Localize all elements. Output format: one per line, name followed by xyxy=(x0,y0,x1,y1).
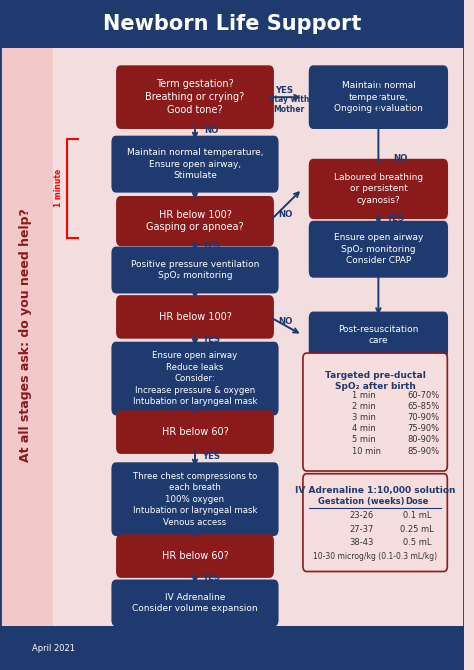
Text: At all stages ask: do you need help?: At all stages ask: do you need help? xyxy=(19,208,32,462)
Text: April 2021: April 2021 xyxy=(33,644,75,653)
FancyBboxPatch shape xyxy=(111,580,279,626)
Text: NO: NO xyxy=(204,126,219,135)
Text: Post-resuscitation
care: Post-resuscitation care xyxy=(338,325,419,345)
Text: 85-90%: 85-90% xyxy=(408,447,440,456)
Text: YES: YES xyxy=(202,573,220,582)
Text: Ensure open airway
SpO₂ monitoring
Consider CPAP: Ensure open airway SpO₂ monitoring Consi… xyxy=(334,233,423,265)
Text: Maintain normal temperature,
Ensure open airway,
Stimulate: Maintain normal temperature, Ensure open… xyxy=(127,148,263,180)
Text: NO: NO xyxy=(393,154,407,163)
Text: Positive pressure ventilation
SpO₂ monitoring: Positive pressure ventilation SpO₂ monit… xyxy=(131,260,259,280)
Text: Targeted pre-ductal
SpO₂ after birth: Targeted pre-ductal SpO₂ after birth xyxy=(325,371,426,391)
FancyBboxPatch shape xyxy=(116,295,274,339)
Text: 0.25 mL: 0.25 mL xyxy=(400,525,434,534)
FancyBboxPatch shape xyxy=(309,312,448,358)
FancyBboxPatch shape xyxy=(309,159,448,219)
Text: Ensure open airway
Reduce leaks
Consider:
Increase pressure & oxygen
Intubation : Ensure open airway Reduce leaks Consider… xyxy=(133,351,257,406)
Text: 10 min: 10 min xyxy=(352,447,381,456)
Text: Newborn Life Support: Newborn Life Support xyxy=(103,14,361,34)
Text: 1 min: 1 min xyxy=(352,391,376,400)
Text: 4 min: 4 min xyxy=(352,424,376,433)
FancyBboxPatch shape xyxy=(0,48,54,626)
FancyBboxPatch shape xyxy=(0,0,464,48)
Text: HR below 100?: HR below 100? xyxy=(159,312,231,322)
Text: 38-43: 38-43 xyxy=(349,538,374,547)
Text: 80-90%: 80-90% xyxy=(408,436,440,444)
FancyBboxPatch shape xyxy=(111,462,279,536)
Text: Dose: Dose xyxy=(405,496,428,506)
Text: 65-85%: 65-85% xyxy=(408,402,440,411)
Text: HR below 60?: HR below 60? xyxy=(162,427,228,437)
Text: Term gestation?
Breathing or crying?
Good tone?: Term gestation? Breathing or crying? Goo… xyxy=(146,79,245,115)
Text: 5 min: 5 min xyxy=(352,436,376,444)
FancyBboxPatch shape xyxy=(303,353,447,471)
FancyBboxPatch shape xyxy=(116,535,274,578)
Text: Gestation (weeks): Gestation (weeks) xyxy=(318,496,404,506)
Text: HR below 100?
Gasping or apnoea?: HR below 100? Gasping or apnoea? xyxy=(146,210,244,232)
FancyBboxPatch shape xyxy=(0,626,464,670)
FancyBboxPatch shape xyxy=(309,221,448,278)
Text: IV Adrenaline 1:10,000 solution: IV Adrenaline 1:10,000 solution xyxy=(295,486,456,494)
Text: 10-30 microg/kg (0.1-0.3 mL/kg): 10-30 microg/kg (0.1-0.3 mL/kg) xyxy=(313,552,437,561)
Text: NO: NO xyxy=(278,317,292,326)
Text: Laboured breathing
or persistent
cyanosis?: Laboured breathing or persistent cyanosi… xyxy=(334,173,423,205)
FancyBboxPatch shape xyxy=(111,342,279,415)
FancyBboxPatch shape xyxy=(309,66,448,129)
Text: HR below 60?: HR below 60? xyxy=(162,551,228,561)
Text: Three chest compressions to
each breath
100% oxygen
Intubation or laryngeal mask: Three chest compressions to each breath … xyxy=(133,472,257,527)
Text: 27-37: 27-37 xyxy=(349,525,374,534)
Text: IV Adrenaline
Consider volume expansion: IV Adrenaline Consider volume expansion xyxy=(132,593,258,613)
Text: 3 min: 3 min xyxy=(352,413,376,422)
Text: 1 minute: 1 minute xyxy=(55,169,64,208)
Text: 0.5 mL: 0.5 mL xyxy=(403,538,431,547)
Text: YES: YES xyxy=(202,334,220,344)
FancyBboxPatch shape xyxy=(116,196,274,247)
FancyBboxPatch shape xyxy=(111,247,279,293)
Text: 60-70%: 60-70% xyxy=(408,391,440,400)
Text: 70-90%: 70-90% xyxy=(408,413,440,422)
Text: 2 min: 2 min xyxy=(352,402,376,411)
FancyBboxPatch shape xyxy=(116,410,274,454)
Text: YES: YES xyxy=(202,241,220,250)
Text: 0.1 mL: 0.1 mL xyxy=(403,511,431,521)
FancyBboxPatch shape xyxy=(111,136,279,193)
Text: 23-26: 23-26 xyxy=(349,511,374,521)
Text: YES: YES xyxy=(386,214,405,223)
Text: 75-90%: 75-90% xyxy=(408,424,440,433)
Text: YES: YES xyxy=(275,86,293,95)
Text: Maintain normal
temperature,
Ongoing evaluation: Maintain normal temperature, Ongoing eva… xyxy=(334,81,423,113)
Text: Stay with
Mother: Stay with Mother xyxy=(269,95,309,114)
FancyBboxPatch shape xyxy=(303,474,447,572)
Text: YES: YES xyxy=(202,452,220,462)
FancyBboxPatch shape xyxy=(116,66,274,129)
Text: NO: NO xyxy=(278,210,292,219)
